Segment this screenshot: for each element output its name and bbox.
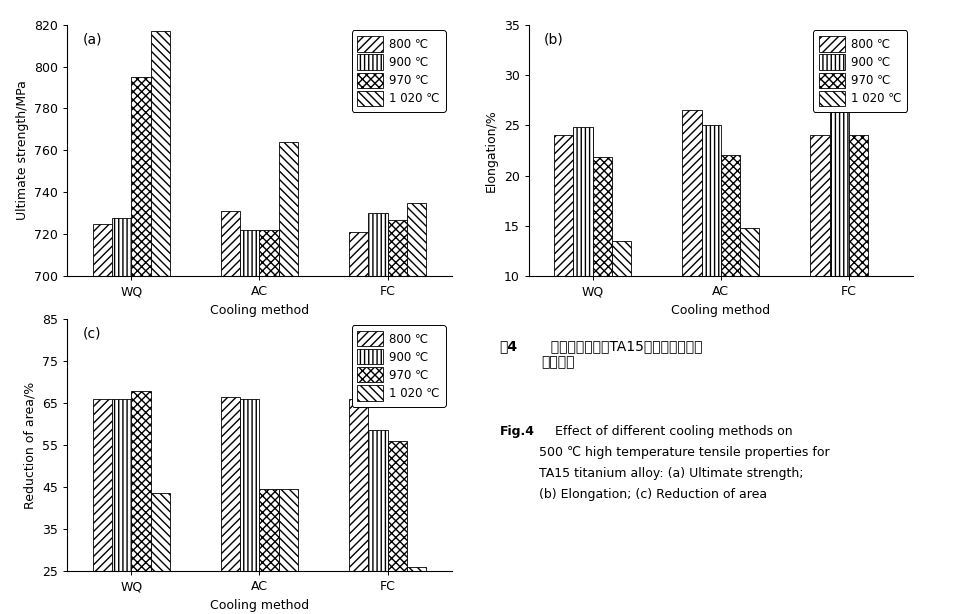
- Bar: [554, 135, 574, 276]
- Bar: [279, 489, 298, 571]
- Bar: [132, 391, 151, 571]
- Bar: [368, 430, 387, 571]
- Bar: [387, 220, 407, 276]
- Bar: [349, 232, 368, 276]
- Bar: [407, 567, 426, 571]
- Bar: [259, 489, 279, 571]
- Bar: [387, 441, 407, 571]
- Legend: 800 ℃, 900 ℃, 970 ℃, 1 020 ℃: 800 ℃, 900 ℃, 970 ℃, 1 020 ℃: [352, 31, 446, 112]
- Bar: [132, 77, 151, 276]
- Bar: [702, 125, 721, 276]
- Y-axis label: Elongation/%: Elongation/%: [485, 109, 498, 192]
- Bar: [740, 228, 759, 276]
- Text: (a): (a): [83, 32, 102, 46]
- Text: (c): (c): [83, 327, 101, 341]
- Y-axis label: Ultimate strength/MPa: Ultimate strength/MPa: [15, 80, 29, 220]
- Bar: [93, 224, 112, 276]
- Bar: [240, 399, 259, 571]
- Bar: [593, 157, 612, 276]
- X-axis label: Cooling method: Cooling method: [671, 304, 771, 317]
- Bar: [829, 105, 849, 276]
- Bar: [349, 399, 368, 571]
- X-axis label: Cooling method: Cooling method: [209, 599, 309, 612]
- Bar: [407, 203, 426, 276]
- Text: 不同冷却方式对TA15合金高温拉伸性
能的影响: 不同冷却方式对TA15合金高温拉伸性 能的影响: [542, 340, 702, 370]
- Bar: [721, 155, 740, 276]
- Bar: [240, 230, 259, 276]
- Bar: [259, 230, 279, 276]
- Bar: [151, 494, 170, 571]
- Bar: [93, 399, 112, 571]
- Text: Fig.4: Fig.4: [500, 425, 534, 438]
- Text: (b): (b): [544, 32, 564, 46]
- Text: 图4: 图4: [500, 340, 518, 354]
- Bar: [682, 110, 702, 276]
- X-axis label: Cooling method: Cooling method: [209, 304, 309, 317]
- Bar: [574, 127, 593, 276]
- Bar: [112, 399, 132, 571]
- Text: Effect of different cooling methods on
500 ℃ high temperature tensile properties: Effect of different cooling methods on 5…: [538, 425, 829, 501]
- Bar: [221, 397, 240, 571]
- Bar: [810, 135, 829, 276]
- Y-axis label: Reduction of area/%: Reduction of area/%: [24, 381, 37, 509]
- Bar: [151, 31, 170, 276]
- Bar: [849, 135, 868, 276]
- Legend: 800 ℃, 900 ℃, 970 ℃, 1 020 ℃: 800 ℃, 900 ℃, 970 ℃, 1 020 ℃: [352, 325, 446, 406]
- Bar: [612, 241, 631, 276]
- Bar: [368, 213, 387, 276]
- Bar: [279, 142, 298, 276]
- Legend: 800 ℃, 900 ℃, 970 ℃, 1 020 ℃: 800 ℃, 900 ℃, 970 ℃, 1 020 ℃: [813, 31, 907, 112]
- Bar: [112, 217, 132, 276]
- Bar: [221, 211, 240, 276]
- Bar: [868, 276, 887, 281]
